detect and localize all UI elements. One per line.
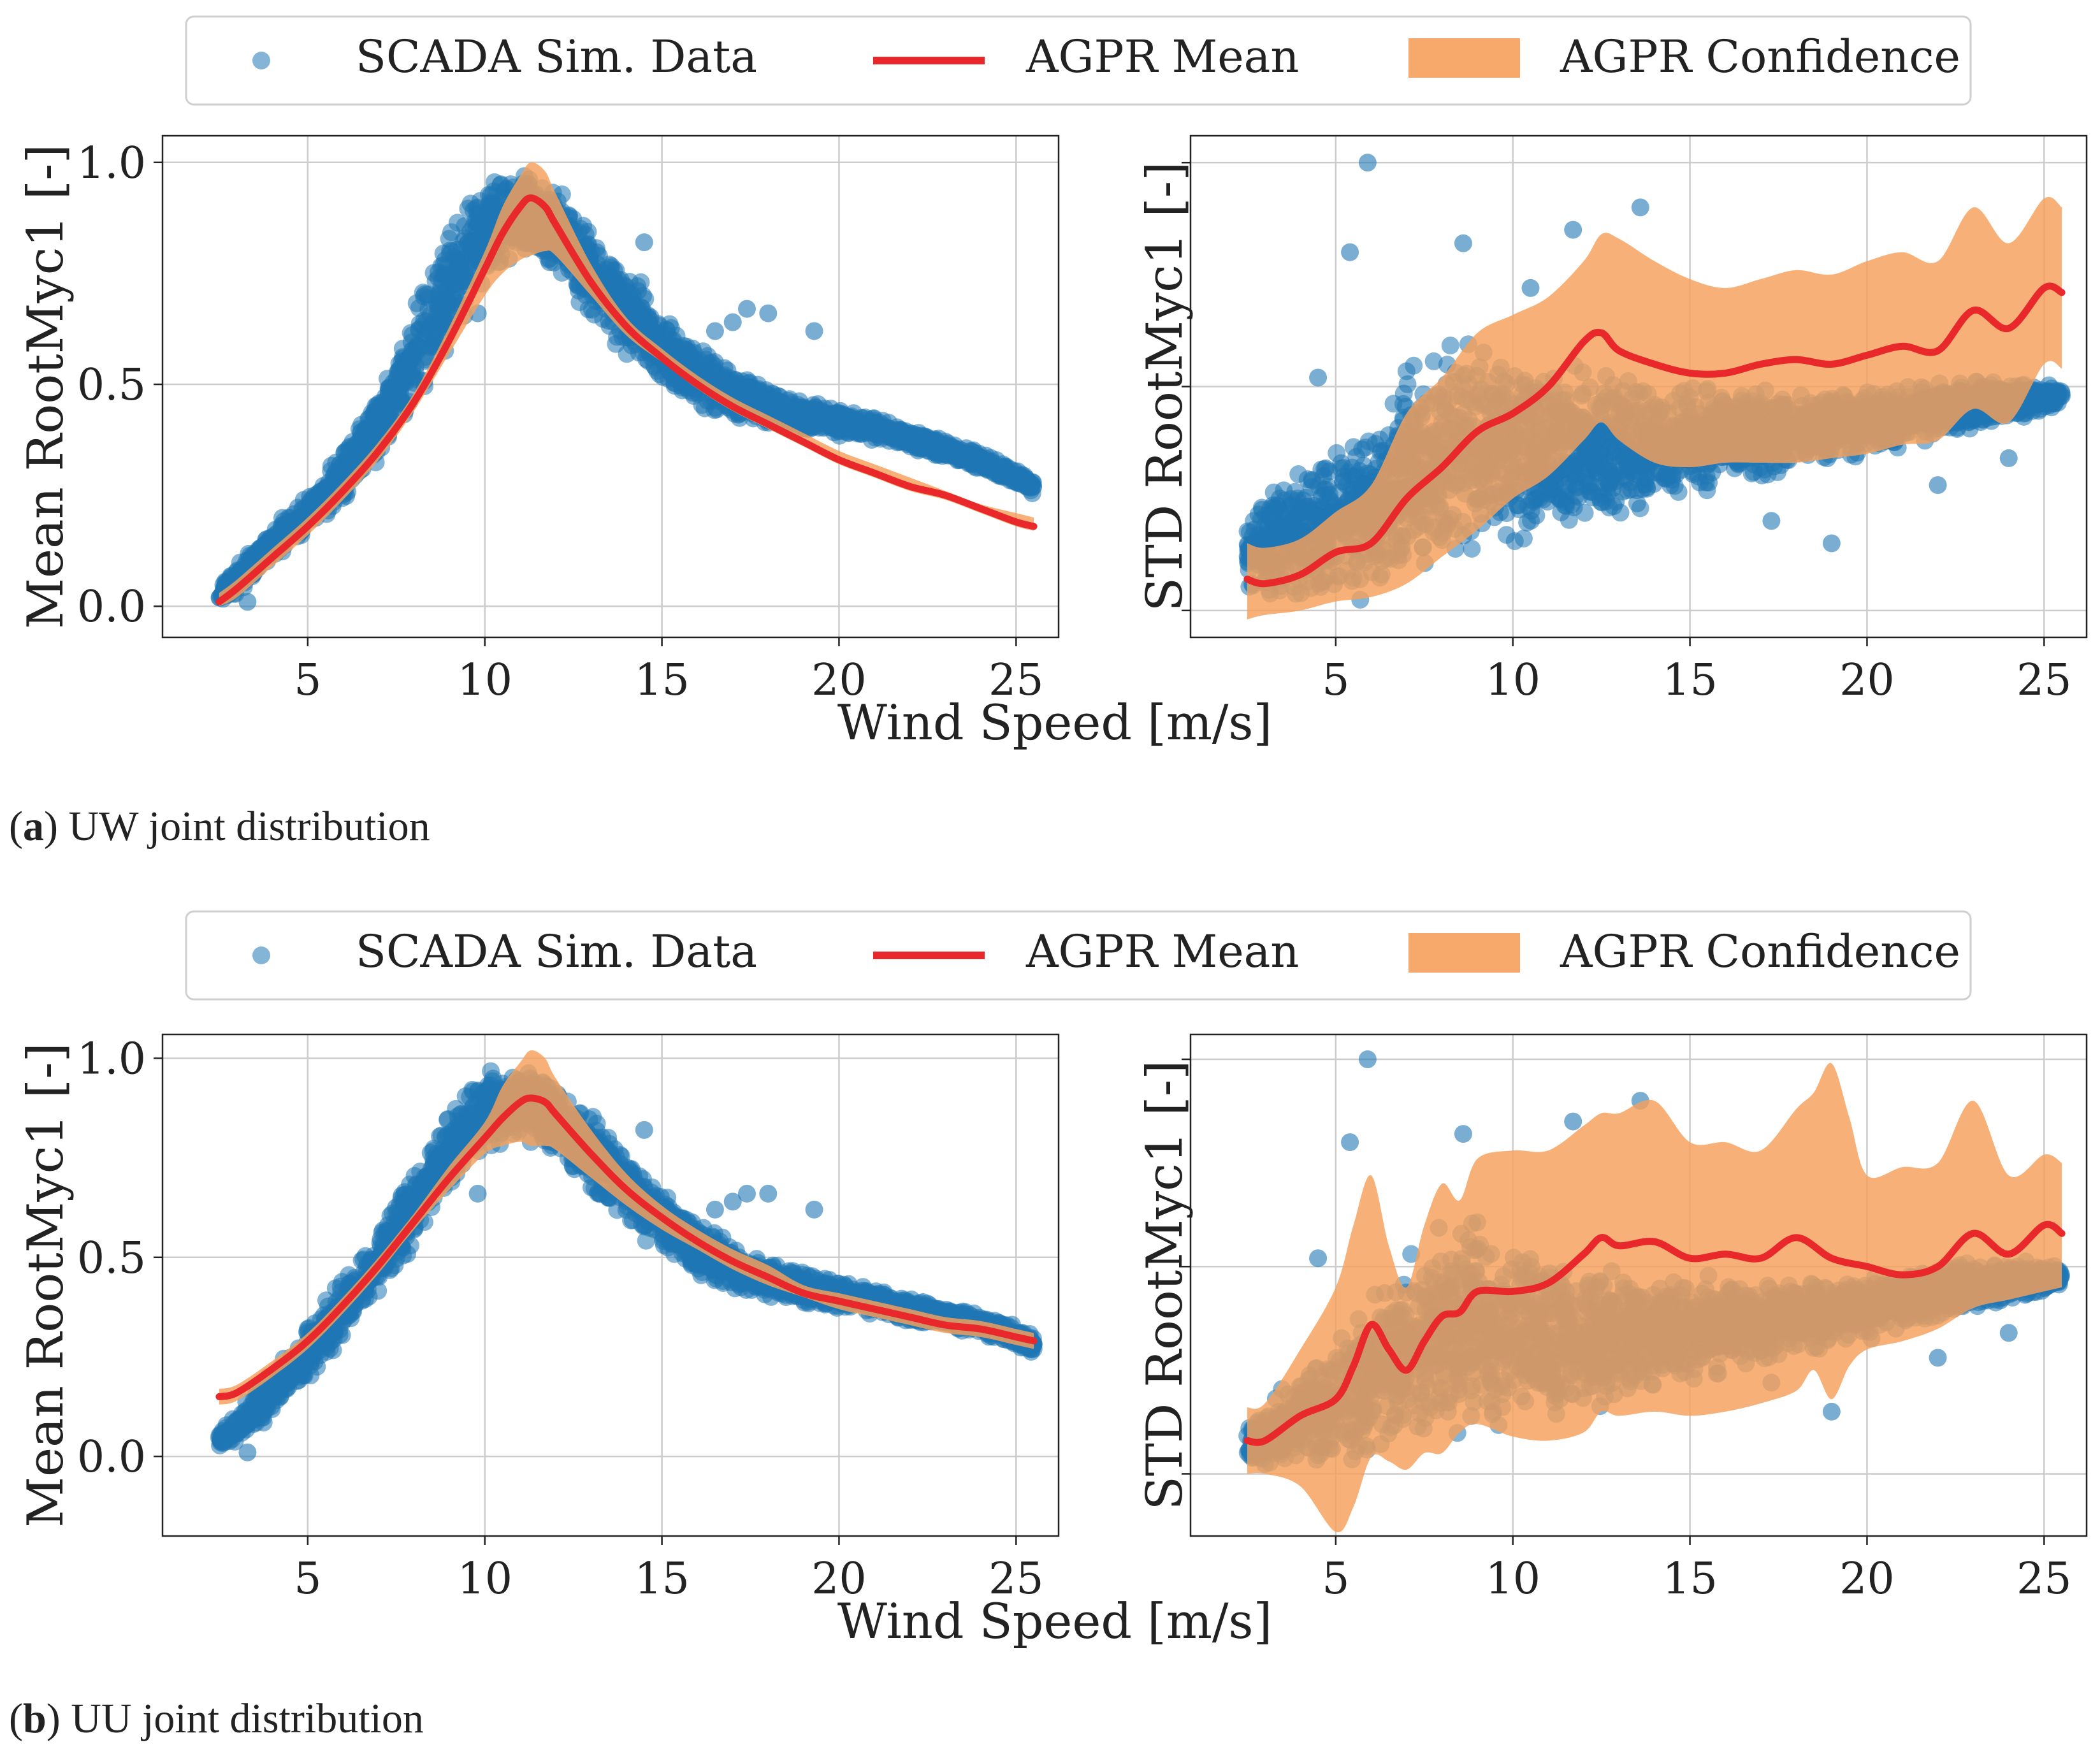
agpr-mean-line xyxy=(215,194,1038,605)
y-tick-label: 1.0 xyxy=(77,138,146,189)
scatter-point xyxy=(951,451,969,469)
scatter-point xyxy=(1398,375,1417,393)
scatter-point xyxy=(1463,540,1481,558)
scatter-point xyxy=(471,192,489,210)
scatter-point xyxy=(632,298,650,317)
scatter-point xyxy=(635,233,653,252)
scatter-point xyxy=(481,212,499,231)
legend-frame xyxy=(185,15,1972,106)
scatter-point xyxy=(811,405,829,423)
scatter-point xyxy=(996,457,1014,475)
scatter-point xyxy=(403,362,421,380)
scatter-point xyxy=(1527,506,1546,525)
scatter-point xyxy=(619,297,637,315)
scatter-point xyxy=(303,491,321,509)
x-tick-label: 15 xyxy=(634,655,690,706)
scatter-point xyxy=(576,226,595,244)
grid-lines xyxy=(163,136,1059,637)
scatter-point xyxy=(272,523,290,542)
scatter-point xyxy=(1397,362,1416,380)
scatter-point xyxy=(1424,352,1443,370)
scatter-point xyxy=(451,257,470,275)
scatter-point xyxy=(389,363,407,382)
scatter-point xyxy=(694,342,713,361)
scatter-point xyxy=(894,425,913,444)
scatter-point xyxy=(1441,337,1459,355)
plot-area xyxy=(210,162,1043,611)
x-tick-label: 5 xyxy=(294,655,321,706)
scatter-point xyxy=(1356,438,1375,457)
legend-b: SCADA Sim. Data AGPR Mean AGPR Confidenc… xyxy=(185,910,1972,1001)
scatter-point xyxy=(648,324,667,342)
scatter-point xyxy=(453,240,471,258)
plot-frame xyxy=(161,134,1060,639)
scatter-point xyxy=(706,322,724,340)
scatter-point xyxy=(662,319,680,337)
scatter-point xyxy=(759,304,778,322)
scatter-point xyxy=(1560,511,1578,529)
scatter-point xyxy=(391,380,409,399)
legend-label-mean: AGPR Mean xyxy=(1025,925,1299,978)
scatter-point xyxy=(723,313,742,331)
scatter-point xyxy=(322,461,340,480)
legend-label-confidence: AGPR Confidence xyxy=(1560,925,1960,978)
scatter-point xyxy=(442,223,460,242)
scatter-point xyxy=(1591,488,1609,507)
x-tick-label: 10 xyxy=(457,655,512,706)
scatter-point xyxy=(760,391,778,410)
y-axis-ticks: 0.0 0.5 1.0 xyxy=(77,138,163,632)
y-axis-label: Mean RootMyc1 [-] xyxy=(17,144,75,629)
scatter-point xyxy=(815,419,833,437)
scatter-point xyxy=(491,176,510,194)
x-tick-label: 20 xyxy=(811,655,867,706)
scatter-point xyxy=(805,322,823,340)
legend-label-scatter: SCADA Sim. Data xyxy=(356,925,757,978)
legend-label-mean: AGPR Mean xyxy=(1025,31,1299,83)
scatter-point xyxy=(1575,504,1594,522)
scatter-point xyxy=(880,422,899,440)
x-axis-ticks: 5 10 15 20 25 xyxy=(294,637,1044,706)
y-tick-label: 0.5 xyxy=(77,360,146,410)
legend-label-confidence: AGPR Confidence xyxy=(1560,31,1960,83)
legend-a: SCADA Sim. Data AGPR Mean AGPR Confidenc… xyxy=(185,15,1972,106)
scatter-point xyxy=(407,294,426,312)
scatter-point xyxy=(360,425,378,444)
scatter-point xyxy=(373,402,391,420)
scatter-point xyxy=(1018,477,1037,496)
scatter-point xyxy=(447,282,465,300)
scatter-point xyxy=(1604,497,1623,516)
scatter-point xyxy=(403,341,421,359)
scatter-point xyxy=(430,290,449,308)
legend-scatter-marker-icon xyxy=(252,946,270,964)
scatter-point xyxy=(737,300,756,318)
x-tick-label: 25 xyxy=(988,655,1044,706)
legend-frame xyxy=(185,910,1972,1001)
scatter-point xyxy=(923,436,941,454)
scatter-point xyxy=(1289,465,1308,483)
scatter-point xyxy=(780,390,799,409)
scatter-point xyxy=(749,380,768,398)
scatter-point xyxy=(238,593,257,611)
y-tick-label: 0.0 xyxy=(77,582,146,632)
legend-line-marker-icon xyxy=(873,57,985,64)
scatter-point xyxy=(1725,459,1744,477)
scatter-point xyxy=(1333,473,1352,491)
legend-scatter-marker-icon xyxy=(252,52,270,69)
scatter-point xyxy=(799,414,817,432)
scatter-point xyxy=(1370,430,1389,449)
scatter-point xyxy=(415,312,433,330)
plot-area xyxy=(1238,154,2071,620)
legend-label-scatter: SCADA Sim. Data xyxy=(356,31,757,83)
plot-background xyxy=(163,136,1059,637)
legend-band-marker-icon xyxy=(1408,38,1520,78)
scatter-point xyxy=(1669,482,1688,501)
legend-line-marker-icon xyxy=(873,952,985,959)
legend-band-marker-icon xyxy=(1408,933,1520,973)
scatter-point xyxy=(849,423,867,441)
